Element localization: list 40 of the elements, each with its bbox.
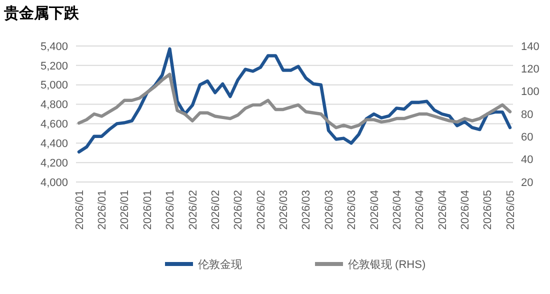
x-tick-label: 2026/04 xyxy=(391,190,404,230)
y2-tick-label: 140 xyxy=(521,40,540,53)
x-tick-label: 2026/04 xyxy=(368,190,381,230)
x-tick-label: 2026/02 xyxy=(187,190,200,230)
y-tick-label: 4,800 xyxy=(40,99,68,112)
x-tick-label: 2026/04 xyxy=(414,190,426,230)
x-tick-label: 2026/03 xyxy=(346,190,358,230)
x-tick-label: 2026/03 xyxy=(300,190,313,230)
chart-title: 贵金属下跌 xyxy=(3,4,80,22)
x-tick-label: 2026/02 xyxy=(232,190,245,230)
x-tick-label: 2026/03 xyxy=(323,190,336,230)
y2-tick-label: 60 xyxy=(521,132,534,144)
line-series xyxy=(77,47,512,154)
x-tick-label: 2026/01 xyxy=(142,190,154,230)
y-tick-label: 5,000 xyxy=(40,80,68,92)
y2-tick-label: 20 xyxy=(521,176,534,189)
y-tick-label: 5,200 xyxy=(40,60,68,72)
x-tick-label: 2026/04 xyxy=(459,190,472,230)
x-tick-label: 2026/02 xyxy=(255,190,268,230)
y2-tick-label: 120 xyxy=(521,64,540,76)
x-tick-label: 2026/02 xyxy=(210,190,222,230)
y2-tick-label: 80 xyxy=(521,108,534,121)
y2-tick-label: 40 xyxy=(521,154,534,166)
y-tick-label: 4,400 xyxy=(40,138,68,150)
x-tick-label: 2026/01 xyxy=(74,190,86,230)
y-tick-label: 4,600 xyxy=(40,118,68,131)
x-tick-label: 2026/01 xyxy=(164,190,177,230)
x-tick-label: 2026/01 xyxy=(96,190,109,230)
x-tick-label: 2026/04 xyxy=(436,190,449,230)
x-tick-label: 2026/05 xyxy=(504,190,517,230)
x-tick-label: 2026/05 xyxy=(482,190,494,230)
y-tick-label: 4,000 xyxy=(40,176,68,189)
legend-label: 伦敦金现 xyxy=(198,258,242,271)
y-tick-label: 5,400 xyxy=(40,40,68,53)
x-tick-label: 2026/03 xyxy=(278,190,290,230)
line-series xyxy=(77,72,512,130)
legend-label: 伦敦银现 (RHS) xyxy=(348,258,426,271)
y2-tick-label: 100 xyxy=(521,86,540,98)
x-tick-label: 2026/01 xyxy=(119,190,132,230)
y-tick-label: 4,200 xyxy=(40,157,68,170)
